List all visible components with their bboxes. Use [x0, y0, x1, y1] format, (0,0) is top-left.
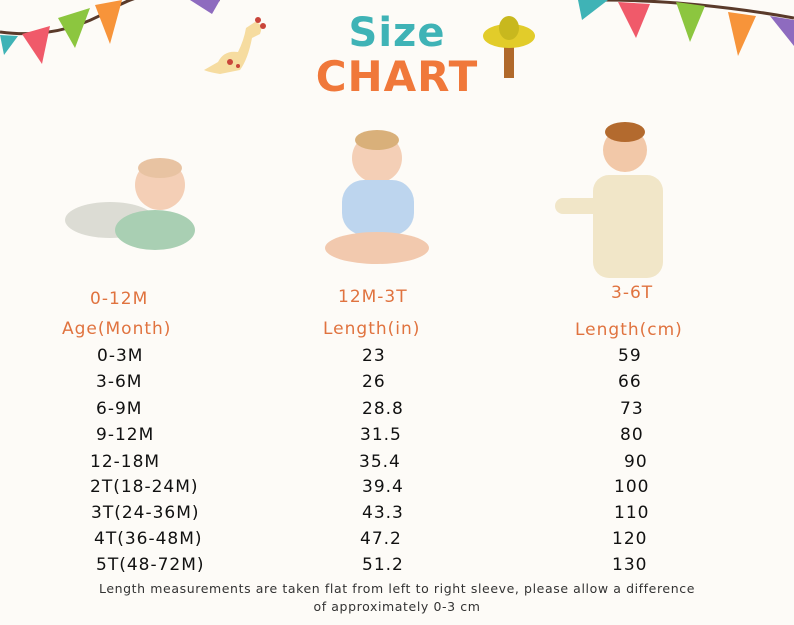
cell-length-in: 43.3	[362, 503, 404, 523]
cell-age: 0-3M	[97, 346, 144, 366]
note-line-2: of approximately 0-3 cm	[313, 599, 481, 614]
cell-length-cm: 130	[612, 555, 648, 575]
cell-age: 9-12M	[96, 425, 155, 445]
toddler-sitting-photo	[325, 130, 429, 264]
palm-tree-icon	[483, 16, 535, 78]
cell-length-cm: 110	[614, 503, 650, 523]
cell-age: 2T(18-24M)	[90, 477, 199, 497]
note-line-1: Length measurements are taken flat from …	[98, 581, 696, 596]
column-header-length-cm: Length(cm)	[575, 320, 683, 340]
cell-length-in: 28.8	[362, 399, 404, 419]
group-label-12m-3t: 12M-3T	[338, 287, 408, 307]
cell-age: 4T(36-48M)	[94, 529, 203, 549]
group-label-3-6t: 3-6T	[611, 283, 654, 303]
boy-pointing-photo	[555, 122, 663, 278]
cell-length-cm: 66	[618, 372, 642, 392]
cell-length-cm: 59	[618, 346, 642, 366]
cell-age: 5T(48-72M)	[96, 555, 205, 575]
cell-length-in: 23	[362, 346, 386, 366]
measurement-note: Length measurements are taken flat from …	[0, 580, 794, 616]
group-label-0-12m: 0-12M	[90, 289, 149, 309]
title-chart: CHART	[315, 52, 479, 101]
cell-age: 6-9M	[96, 399, 143, 419]
bunting-decoration	[0, 0, 794, 64]
cell-age: 12-18M	[90, 452, 161, 472]
cell-length-cm: 73	[620, 399, 644, 419]
cell-length-cm: 120	[612, 529, 648, 549]
cell-length-in: 47.2	[360, 529, 402, 549]
cell-length-cm: 80	[620, 425, 644, 445]
cell-length-cm: 100	[614, 477, 650, 497]
cell-length-in: 35.4	[359, 452, 401, 472]
cell-length-in: 31.5	[360, 425, 402, 445]
column-header-age: Age(Month)	[62, 319, 172, 339]
baby-crawling-photo	[65, 158, 195, 250]
cell-length-in: 26	[362, 372, 386, 392]
cell-age: 3T(24-36M)	[91, 503, 200, 523]
title-size: Size	[348, 10, 446, 56]
cell-length-in: 51.2	[362, 555, 404, 575]
cell-length-cm: 90	[624, 452, 648, 472]
cell-length-in: 39.4	[362, 477, 404, 497]
cell-age: 3-6M	[96, 372, 143, 392]
dinosaur-icon	[204, 17, 266, 74]
column-header-length-in: Length(in)	[323, 319, 421, 339]
